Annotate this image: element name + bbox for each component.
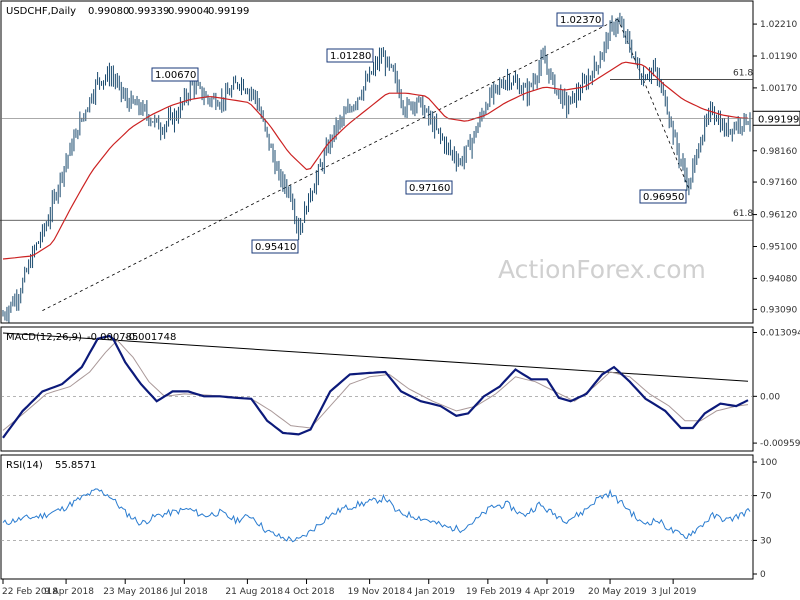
price-tick-label: 0.93090	[760, 305, 797, 315]
rsi-tick-label: 0	[760, 570, 766, 580]
price-tick-label: 0.98160	[760, 147, 797, 157]
price-callout-label: 0.95410	[255, 242, 296, 253]
price-callout-label: 1.01280	[330, 51, 371, 62]
ohlc-open: 0.99080	[88, 6, 129, 17]
ohlc-close: 0.99199	[208, 6, 249, 17]
fib-lines: 61.8 61.8	[0, 68, 753, 221]
rsi-tick-label: 30	[760, 536, 772, 546]
price-tick-label: 0.96120	[760, 211, 797, 221]
price-tick-label: 0.94080	[760, 274, 797, 284]
rsi-tick-label: 100	[760, 458, 777, 468]
price-callout-box	[556, 12, 604, 27]
macd-tick-label: 0.00	[760, 392, 780, 402]
ohlc-high: 0.99339	[128, 6, 169, 17]
macd-value: -0.000785	[87, 332, 138, 343]
macd-tick-label: 0.013094	[760, 328, 800, 338]
price-callout-box	[405, 180, 453, 195]
x-tick-label: 20 May 2019	[588, 587, 647, 597]
fib-label-lower: 61.8	[733, 209, 753, 219]
x-tick-label: 19 Nov 2018	[348, 587, 406, 597]
fib-label-upper: 61.8	[733, 68, 753, 78]
price-header: USDCHF,Daily 0.99080 0.99339 0.99004 0.9…	[6, 6, 249, 17]
macd-header: MACD(12,26,9) -0.000785 -0.001748	[6, 332, 176, 343]
price-callout-box	[639, 189, 687, 204]
price-tick-label: 1.01190	[760, 52, 797, 62]
price-callout-label: 1.00670	[155, 70, 196, 81]
rsi-y-axis: 100 70 30 0	[753, 458, 777, 580]
x-tick-label: 4 Oct 2018	[285, 587, 335, 597]
rsi-line	[2, 488, 751, 543]
macd-y-axis: 0.013094 0.00 -0.009593	[753, 328, 800, 449]
price-callout-box	[326, 48, 374, 63]
ohlc-low: 0.99004	[168, 6, 209, 17]
rsi-tick-label: 70	[760, 492, 772, 502]
price-callout-box	[251, 239, 299, 254]
x-tick-label: 6 Jul 2018	[162, 587, 207, 597]
x-tick-label: 19 Feb 2019	[466, 587, 522, 597]
macd-line	[2, 334, 749, 439]
price-tick-label: 1.00170	[760, 84, 797, 94]
macd-panel: 0.013094 0.00 -0.009593 MACD(12,26,9) -0.0…	[0, 326, 800, 452]
macd-title: MACD(12,26,9)	[6, 332, 82, 343]
macd-trendline	[2, 332, 749, 382]
price-panel: ActionForex.com 61.861.8 1.006701.012801…	[0, 0, 800, 324]
x-tick-label: 3 Jul 2019	[651, 587, 696, 597]
rsi-header: RSI(14) 55.8571	[6, 460, 96, 471]
symbol-title: USDCHF,Daily	[6, 6, 76, 17]
price-callout-label: 1.02370	[560, 15, 601, 26]
x-tick-label: 22 Feb 2018	[2, 587, 58, 597]
price-callout-box	[151, 67, 199, 82]
macd-tick-label: -0.009593	[760, 439, 800, 449]
x-tick-label: 21 Aug 2018	[225, 587, 283, 597]
price-callout-label: 0.96950	[643, 192, 684, 203]
candles	[2, 12, 751, 323]
price-callouts: 1.00670 1.01280 1.02370 0.97160 0.96950 0.954…	[151, 12, 687, 254]
x-tick-label: 23 May 2018	[103, 587, 162, 597]
price-tick-label: 0.97160	[760, 178, 797, 188]
price-y-axis: 1.022101.011901.001700.991600.981600.971…	[0, 20, 800, 315]
x-tick-label: 4 Apr 2019	[525, 587, 575, 597]
last-price-label: 0.99199	[758, 114, 799, 125]
sma-line	[2, 61, 748, 260]
x-tick-label: 9 Apr 2018	[44, 587, 94, 597]
price-tick-label: 1.02210	[760, 20, 797, 30]
watermark: ActionForex.com	[498, 255, 706, 284]
rsi-title: RSI(14)	[6, 460, 43, 471]
macd-signal-value: -0.001748	[125, 332, 176, 343]
last-price-box	[752, 110, 800, 126]
rsi-value: 55.8571	[55, 460, 96, 471]
rsi-levels	[1, 495, 753, 541]
x-tick-label: 4 Jan 2019	[407, 587, 455, 597]
price-callout-label: 0.97160	[409, 183, 450, 194]
price-tick-label: 0.95100	[760, 242, 797, 252]
